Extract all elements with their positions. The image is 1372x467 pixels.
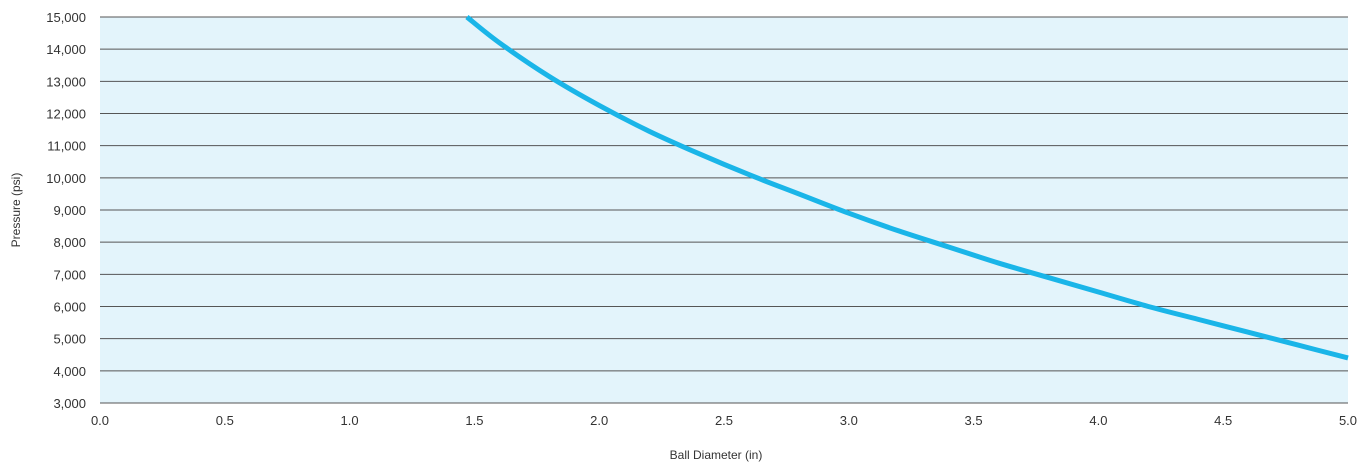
x-tick-label: 1.0	[341, 413, 359, 428]
x-axis-label: Ball Diameter (in)	[670, 448, 763, 462]
y-tick-label: 14,000	[46, 42, 86, 57]
series-line-layer	[465, 15, 1349, 361]
x-axis-ticks: 0.0 0.5 1.0 1.5 2.0 2.5 3.0 3.5 4.0 4.5 5.0	[91, 413, 1357, 428]
y-tick-label: 6,000	[53, 300, 86, 315]
x-tick-label: 2.0	[590, 413, 608, 428]
y-tick-label: 8,000	[53, 235, 86, 250]
y-axis-ticks: 3,000 4,000 5,000 6,000 7,000 8,000 9,000 10,00…	[46, 10, 86, 411]
x-tick-label: 0.5	[216, 413, 234, 428]
x-tick-label: 4.5	[1214, 413, 1232, 428]
y-tick-label: 9,000	[53, 203, 86, 218]
y-tick-label: 3,000	[53, 396, 86, 411]
y-tick-label: 4,000	[53, 364, 86, 379]
y-tick-label: 7,000	[53, 267, 86, 282]
y-tick-label: 12,000	[46, 107, 86, 122]
x-tick-label: 1.5	[465, 413, 483, 428]
x-tick-label: 3.5	[965, 413, 983, 428]
gridlines	[100, 16, 1348, 404]
x-tick-label: 3.0	[840, 413, 858, 428]
y-tick-label: 5,000	[53, 332, 86, 347]
x-tick-label: 5.0	[1339, 413, 1357, 428]
y-tick-label: 13,000	[46, 74, 86, 89]
y-tick-label: 11,000	[47, 139, 86, 154]
x-tick-label: 4.0	[1089, 413, 1107, 428]
y-axis-label: Pressure (psi)	[9, 173, 23, 248]
y-tick-label: 15,000	[46, 10, 86, 25]
x-tick-label: 2.5	[715, 413, 733, 428]
pressure-curve	[465, 15, 1349, 361]
y-tick-label: 10,000	[46, 171, 86, 186]
x-tick-label: 0.0	[91, 413, 109, 428]
